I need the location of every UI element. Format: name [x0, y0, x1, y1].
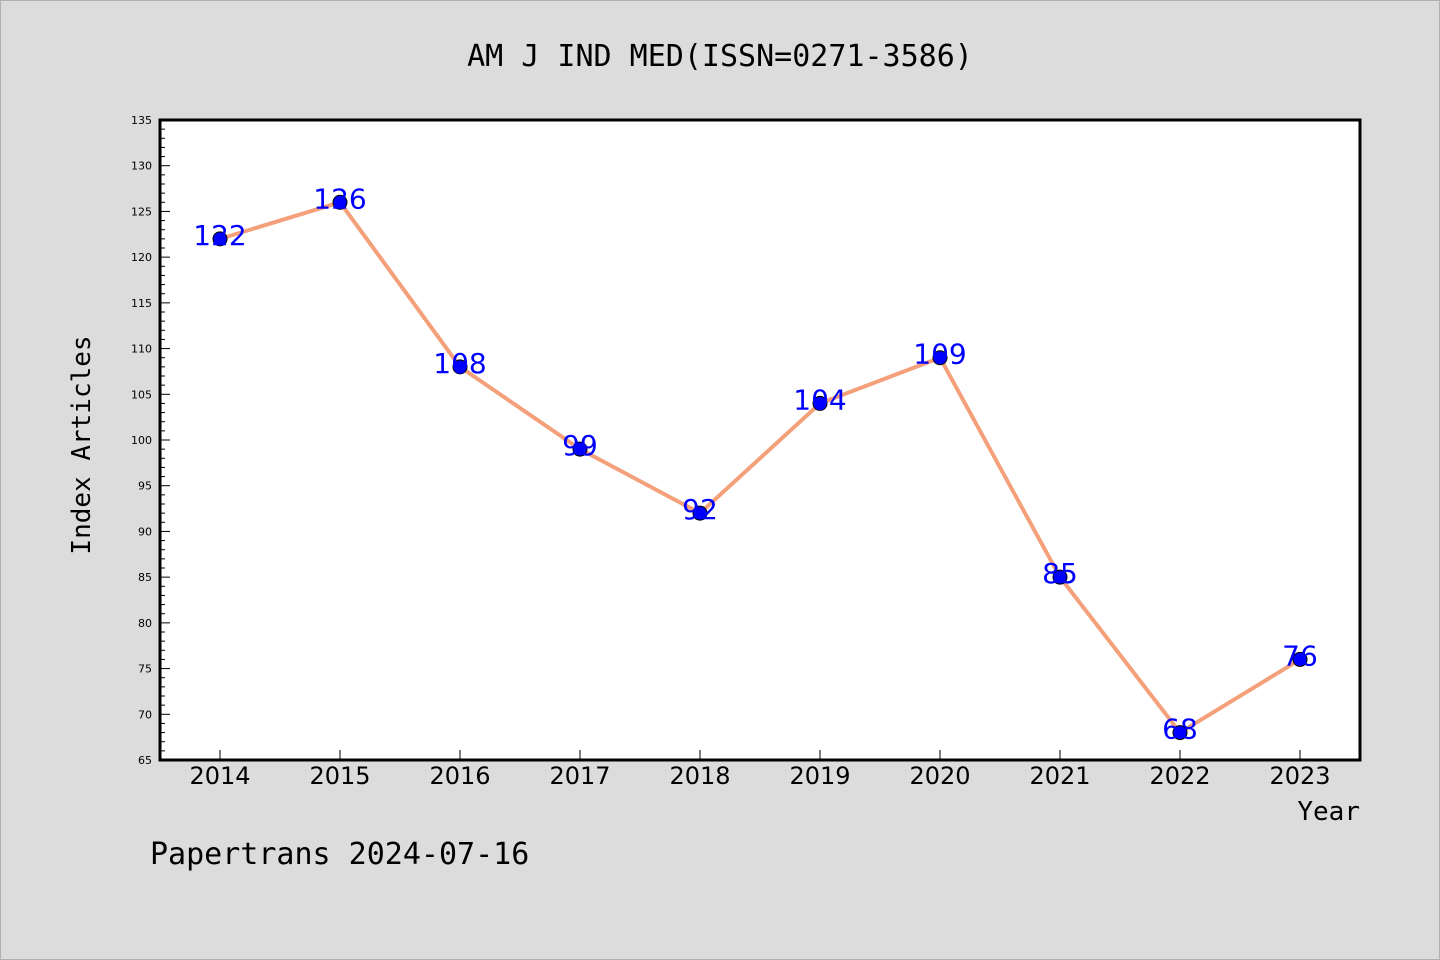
y-axis-label: Index Articles: [67, 335, 97, 554]
y-tick-label: 125: [131, 205, 152, 218]
plot-area: [160, 120, 1360, 760]
y-tick-label: 65: [138, 754, 152, 767]
x-tick-label: 2015: [309, 762, 370, 790]
y-tick-label: 75: [138, 663, 152, 676]
series-line: [219, 200, 1302, 735]
data-label: 109: [913, 338, 966, 371]
y-tick-label: 95: [138, 480, 152, 493]
y-axis-ticks: 65 70 75 80 85 90 95 100 105 110 115 120 125 130 135: [131, 114, 170, 767]
data-point: [1052, 569, 1068, 585]
y-tick-label: 80: [138, 617, 152, 630]
chart-title: AM J IND MED(ISSN=0271-3586): [467, 39, 973, 74]
data-point: [452, 359, 468, 375]
y-tick-label: 100: [131, 434, 152, 447]
x-tick-label: 2018: [669, 762, 730, 790]
y-tick-label: 70: [138, 708, 152, 721]
data-label: 126: [313, 182, 366, 215]
data-label: 76: [1282, 639, 1318, 672]
footer-source: Papertrans 2024-07-16: [150, 837, 529, 872]
x-tick-label: 2020: [909, 762, 970, 790]
y-tick-label: 120: [131, 251, 152, 264]
y-tick-label: 90: [138, 525, 152, 538]
data-point: [812, 395, 828, 411]
x-tick-label: 2019: [789, 762, 850, 790]
data-label: 108: [433, 347, 486, 380]
data-markers: [212, 194, 1308, 741]
x-tick-label: 2016: [429, 762, 490, 790]
plot-frame: [158, 118, 1362, 762]
data-point: [692, 505, 708, 521]
x-tick-label: 2023: [1269, 762, 1330, 790]
data-point: [932, 350, 948, 366]
data-labels: 122 126 108 99 92 104 109 85 68 76: [193, 182, 1318, 745]
data-point: [1172, 725, 1188, 741]
data-label: 122: [193, 219, 246, 252]
data-label: 104: [793, 383, 846, 416]
y-tick-label: 105: [131, 388, 152, 401]
x-tick-label: 2021: [1029, 762, 1090, 790]
x-tick-label: 2017: [549, 762, 610, 790]
data-point: [572, 441, 588, 457]
data-label: 99: [562, 429, 598, 462]
data-label: 85: [1042, 557, 1078, 590]
x-tick-label: 2014: [189, 762, 250, 790]
x-axis-ticks: 2014 2015 2016 2017 2018 2019 2020 2021 2022 2023: [189, 750, 1331, 790]
x-tick-label: 2022: [1149, 762, 1210, 790]
data-point: [212, 231, 228, 247]
y-tick-label: 130: [131, 160, 152, 173]
data-point: [332, 194, 348, 210]
data-label: 68: [1162, 713, 1198, 746]
x-axis-label: Year: [1297, 797, 1360, 827]
data-point: [1292, 651, 1308, 667]
y-tick-label: 115: [131, 297, 152, 310]
y-tick-label: 110: [131, 343, 152, 356]
data-label: 92: [682, 493, 718, 526]
y-tick-label: 135: [131, 114, 152, 127]
y-tick-label: 85: [138, 571, 152, 584]
